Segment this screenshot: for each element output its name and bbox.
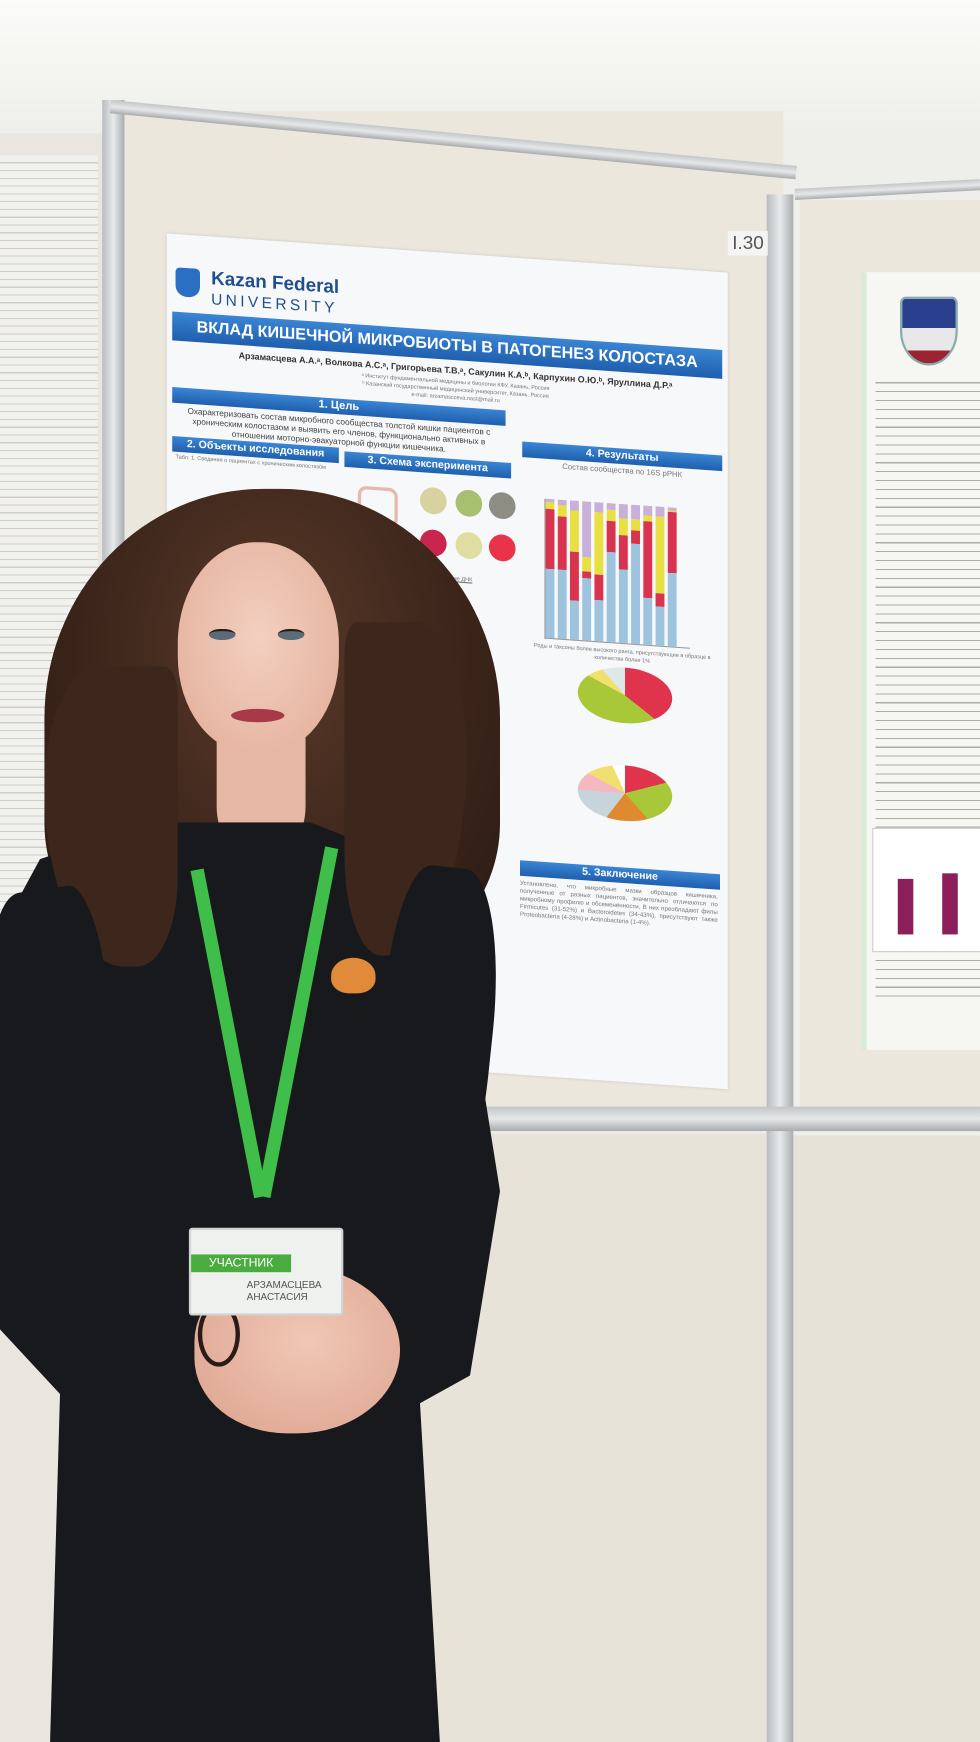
poster-chart-segment bbox=[545, 508, 555, 569]
poster-chart-segment bbox=[545, 568, 555, 639]
poster-chart-segment bbox=[631, 504, 640, 520]
poster-chart-segment bbox=[582, 577, 592, 641]
poster-chart-segment bbox=[655, 516, 665, 594]
poster-chart-segment bbox=[594, 511, 604, 575]
agar-plate-6 bbox=[488, 533, 516, 563]
poster-chart-column bbox=[631, 504, 640, 645]
lips bbox=[231, 708, 285, 723]
poster-chart-column bbox=[618, 503, 628, 644]
poster-chart-segment bbox=[631, 529, 640, 545]
agar-plate-2 bbox=[455, 489, 483, 518]
poster-chart-segment bbox=[618, 534, 628, 570]
booth-number: I.30 bbox=[727, 231, 769, 256]
frame-rail-right-top bbox=[794, 179, 980, 200]
poster-chart-segment bbox=[618, 517, 628, 536]
poster-chart-segment bbox=[618, 503, 628, 519]
poster-chart-segment bbox=[643, 520, 653, 598]
left-eye bbox=[208, 628, 236, 640]
poster-chart-segment bbox=[655, 506, 665, 517]
pie-chart-phyla bbox=[577, 664, 673, 727]
poster-chart-column bbox=[643, 505, 653, 646]
poster-chart-segment bbox=[655, 592, 665, 608]
agar-plate-3 bbox=[488, 491, 516, 520]
right-board-lower bbox=[791, 1135, 980, 1742]
poster-chart-column bbox=[545, 498, 555, 639]
kfu-logo-icon bbox=[175, 267, 200, 298]
poster-chart-column bbox=[655, 506, 665, 646]
poster-chart-column bbox=[667, 507, 677, 647]
poster-chart-segment bbox=[557, 569, 567, 640]
poster-chart-column bbox=[557, 499, 567, 640]
poster-chart-segment bbox=[643, 505, 653, 516]
poster-chart-segment bbox=[569, 510, 579, 553]
poster-chart-segment bbox=[594, 574, 604, 600]
name-badge: УЧАСТНИК АРЗАМАСЦЕВА АНАСТАСИЯ bbox=[188, 1227, 344, 1316]
poster-chart-column bbox=[594, 502, 604, 642]
poster-chart-segment bbox=[594, 599, 604, 642]
poster-chart-segment bbox=[667, 572, 677, 647]
poster-chart-segment bbox=[631, 543, 640, 645]
poster-chart-segment bbox=[557, 516, 567, 570]
badge-role: УЧАСТНИК bbox=[191, 1254, 292, 1273]
badge-name: АРЗАМАСЦЕВА АНАСТАСИЯ bbox=[246, 1278, 322, 1303]
poster-chart-segment bbox=[643, 597, 653, 646]
poster-chart-segment bbox=[606, 551, 616, 643]
poster-chart-segment bbox=[667, 511, 677, 574]
poster-chart-column bbox=[582, 501, 592, 641]
poster-chart-segment bbox=[655, 606, 665, 646]
agar-plate-1 bbox=[419, 486, 447, 516]
poster-chart-segment bbox=[569, 600, 579, 640]
frame-pole-center bbox=[766, 194, 794, 1742]
agar-plate-5 bbox=[455, 531, 483, 560]
poster-chart-segment bbox=[557, 505, 567, 517]
pie-chart-genera bbox=[577, 762, 673, 825]
poster-chart-segment bbox=[582, 501, 592, 558]
poster-chart-segment bbox=[582, 556, 592, 572]
poster-chart-segment bbox=[618, 569, 628, 644]
university-crest-icon bbox=[899, 296, 958, 366]
poster-chart-segment bbox=[631, 518, 640, 531]
neighbor-bar-chart bbox=[872, 827, 980, 953]
face bbox=[177, 542, 339, 754]
poster-chart-column bbox=[606, 502, 616, 643]
stacked-bar-chart bbox=[544, 498, 690, 649]
poster-chart-segment bbox=[569, 551, 579, 602]
poster-chart-segment bbox=[569, 500, 579, 511]
right-eye bbox=[277, 628, 305, 640]
neighbor-poster bbox=[861, 272, 980, 1050]
poster-chart-column bbox=[569, 500, 579, 640]
poster-chart-segment bbox=[606, 521, 616, 553]
conclusion-text: Установлено, что микробные мазки образцо… bbox=[519, 880, 718, 928]
poster-chart-segment bbox=[594, 502, 604, 513]
fox-brooch-icon bbox=[331, 957, 376, 994]
poster-chart-segment bbox=[606, 509, 616, 522]
